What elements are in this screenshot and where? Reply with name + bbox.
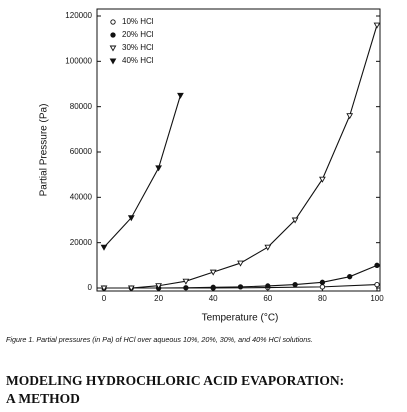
marker <box>155 283 162 290</box>
x-tick-label: 0 <box>102 294 107 303</box>
marker <box>127 285 135 292</box>
caption: Figure 1. Partial pressures (in Pa) of H… <box>6 335 313 344</box>
heading-line: A METHOD <box>6 391 80 406</box>
marker <box>346 113 354 120</box>
marker <box>319 279 326 285</box>
legend-marker <box>110 19 116 25</box>
marker <box>209 269 217 276</box>
y-tick-label: 40000 <box>70 192 93 201</box>
marker <box>182 278 190 285</box>
legend-label: 20% HCl <box>122 30 154 39</box>
marker <box>100 285 108 292</box>
marker <box>319 176 326 183</box>
marker <box>183 285 189 291</box>
marker <box>210 284 216 290</box>
marker <box>237 260 244 267</box>
x-axis-label: Temperature (°C) <box>202 313 279 324</box>
x-tick-label: 100 <box>370 294 384 303</box>
marker <box>127 215 135 222</box>
marker <box>374 281 380 288</box>
y-tick-label: 20000 <box>70 238 93 247</box>
marker <box>265 283 271 289</box>
marker <box>100 244 108 251</box>
y-tick-label: 60000 <box>70 147 93 156</box>
marker <box>292 281 298 288</box>
marker <box>237 284 244 290</box>
legend-marker <box>109 58 117 65</box>
marker <box>264 244 272 251</box>
marker <box>347 274 353 280</box>
marker <box>374 262 380 268</box>
marker <box>373 22 381 29</box>
x-tick-label: 40 <box>209 294 218 303</box>
marker <box>319 284 326 290</box>
legend-marker <box>110 32 116 38</box>
legend-marker <box>109 45 117 52</box>
legend-label: 40% HCl <box>122 56 154 65</box>
marker <box>291 217 299 224</box>
x-tick-label: 60 <box>263 294 272 303</box>
y-tick-label: 120000 <box>65 11 92 20</box>
y-axis-label: Partial Pressure (Pa) <box>39 104 50 197</box>
marker <box>155 165 162 172</box>
legend-label: 30% HCl <box>122 43 154 52</box>
plot-frame <box>96 8 381 292</box>
x-tick-label: 20 <box>154 294 163 303</box>
marker <box>177 92 184 99</box>
y-tick-label: 0 <box>88 283 93 292</box>
legend-label: 10% HCl <box>122 17 154 26</box>
heading-line: MODELING HYDROCHLORIC ACID EVAPORATION: <box>6 373 344 388</box>
series-line <box>103 95 181 248</box>
y-tick-label: 100000 <box>65 56 92 65</box>
x-tick-label: 80 <box>318 294 327 303</box>
y-tick-label: 80000 <box>70 102 93 111</box>
